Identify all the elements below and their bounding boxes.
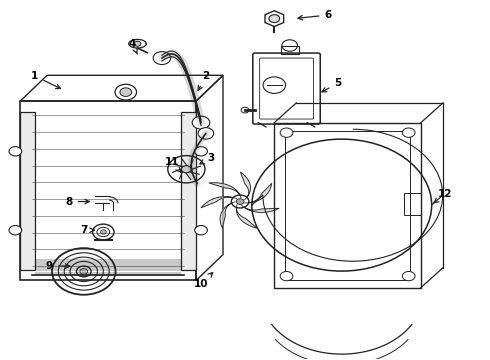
Text: 1: 1: [31, 71, 60, 89]
Polygon shape: [236, 205, 257, 228]
Text: 6: 6: [298, 10, 332, 20]
Polygon shape: [242, 205, 279, 212]
Text: 7: 7: [80, 225, 94, 235]
Circle shape: [100, 230, 106, 234]
Circle shape: [195, 226, 207, 235]
Circle shape: [241, 107, 249, 113]
Text: 8: 8: [66, 197, 89, 207]
Text: 2: 2: [198, 71, 210, 90]
Text: 4: 4: [129, 39, 137, 54]
Polygon shape: [241, 172, 250, 199]
Circle shape: [9, 147, 22, 156]
Circle shape: [280, 128, 293, 137]
Circle shape: [231, 195, 249, 208]
Bar: [181, 112, 196, 270]
Circle shape: [134, 41, 141, 46]
Circle shape: [192, 116, 210, 129]
Circle shape: [236, 199, 244, 204]
Polygon shape: [220, 202, 235, 228]
Text: 9: 9: [46, 261, 70, 271]
Circle shape: [120, 88, 132, 96]
Bar: [281, 45, 298, 54]
Bar: [20, 112, 35, 270]
Circle shape: [195, 147, 207, 156]
Circle shape: [402, 271, 415, 281]
Text: 12: 12: [433, 189, 453, 203]
Polygon shape: [201, 197, 237, 208]
Bar: [285, 131, 410, 280]
Circle shape: [198, 128, 214, 139]
Polygon shape: [209, 183, 241, 198]
Bar: [404, 193, 421, 215]
Circle shape: [402, 128, 415, 137]
Circle shape: [9, 226, 22, 235]
Circle shape: [80, 269, 88, 274]
Circle shape: [181, 166, 191, 173]
Text: 10: 10: [194, 273, 213, 289]
Circle shape: [280, 271, 293, 281]
Circle shape: [153, 51, 171, 64]
Text: 11: 11: [165, 157, 181, 172]
Text: 5: 5: [322, 78, 342, 92]
Polygon shape: [245, 183, 271, 203]
Text: 3: 3: [200, 153, 215, 164]
Circle shape: [269, 15, 280, 23]
Circle shape: [115, 84, 137, 100]
